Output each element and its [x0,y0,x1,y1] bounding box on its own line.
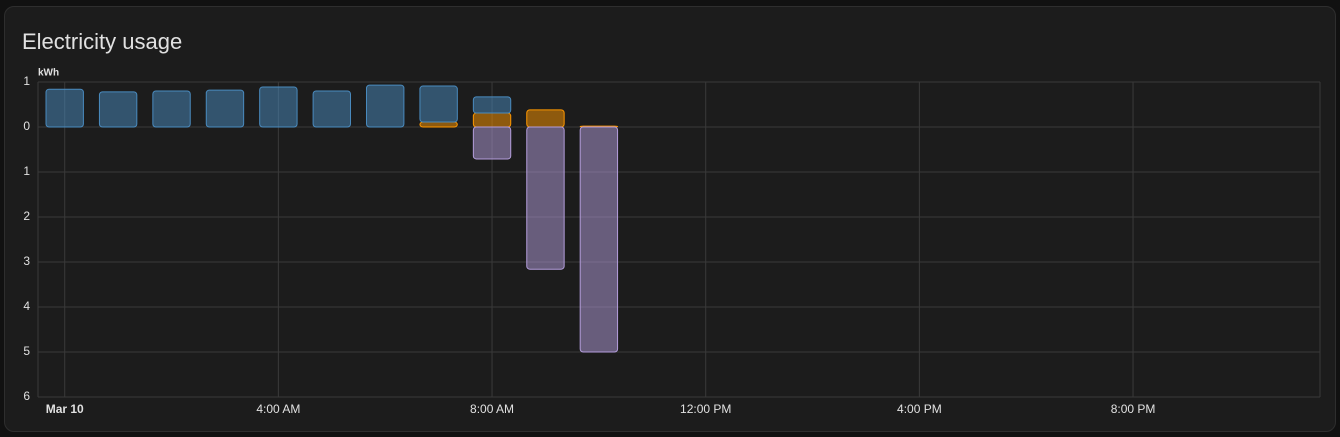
y-tick-label: 2 [23,209,30,223]
bar [472,126,512,160]
bar [472,96,512,114]
x-tick-label: 4:00 PM [897,402,942,416]
x-tick-label: 12:00 PM [680,402,731,416]
x-tick-label: 4:00 AM [256,402,300,416]
y-tick-label: 6 [23,389,30,403]
chart-title: Electricity usage [22,29,182,54]
bar [259,86,298,128]
bar [419,121,458,128]
y-axis-unit: kWh [38,68,59,79]
bar [98,91,138,128]
x-tick-label: 8:00 AM [470,402,514,416]
y-tick-label: 1 [23,164,30,178]
bar [472,112,512,128]
y-tick-label: 5 [23,344,30,358]
bar [45,88,84,128]
y-tick-label: 0 [23,119,30,133]
bar [312,90,351,128]
bar [579,126,619,353]
x-tick-label: 8:00 PM [1111,402,1156,416]
card [4,6,1336,432]
y-tick-label: 4 [23,299,30,313]
x-tick-label: Mar 10 [46,402,84,416]
bar [366,84,405,128]
y-tick-label: 3 [23,254,30,268]
bar [152,90,191,128]
bar [526,126,565,270]
bar [205,89,245,128]
y-tick-label: 1 [23,74,30,88]
bar [419,85,458,123]
bar [526,109,565,128]
